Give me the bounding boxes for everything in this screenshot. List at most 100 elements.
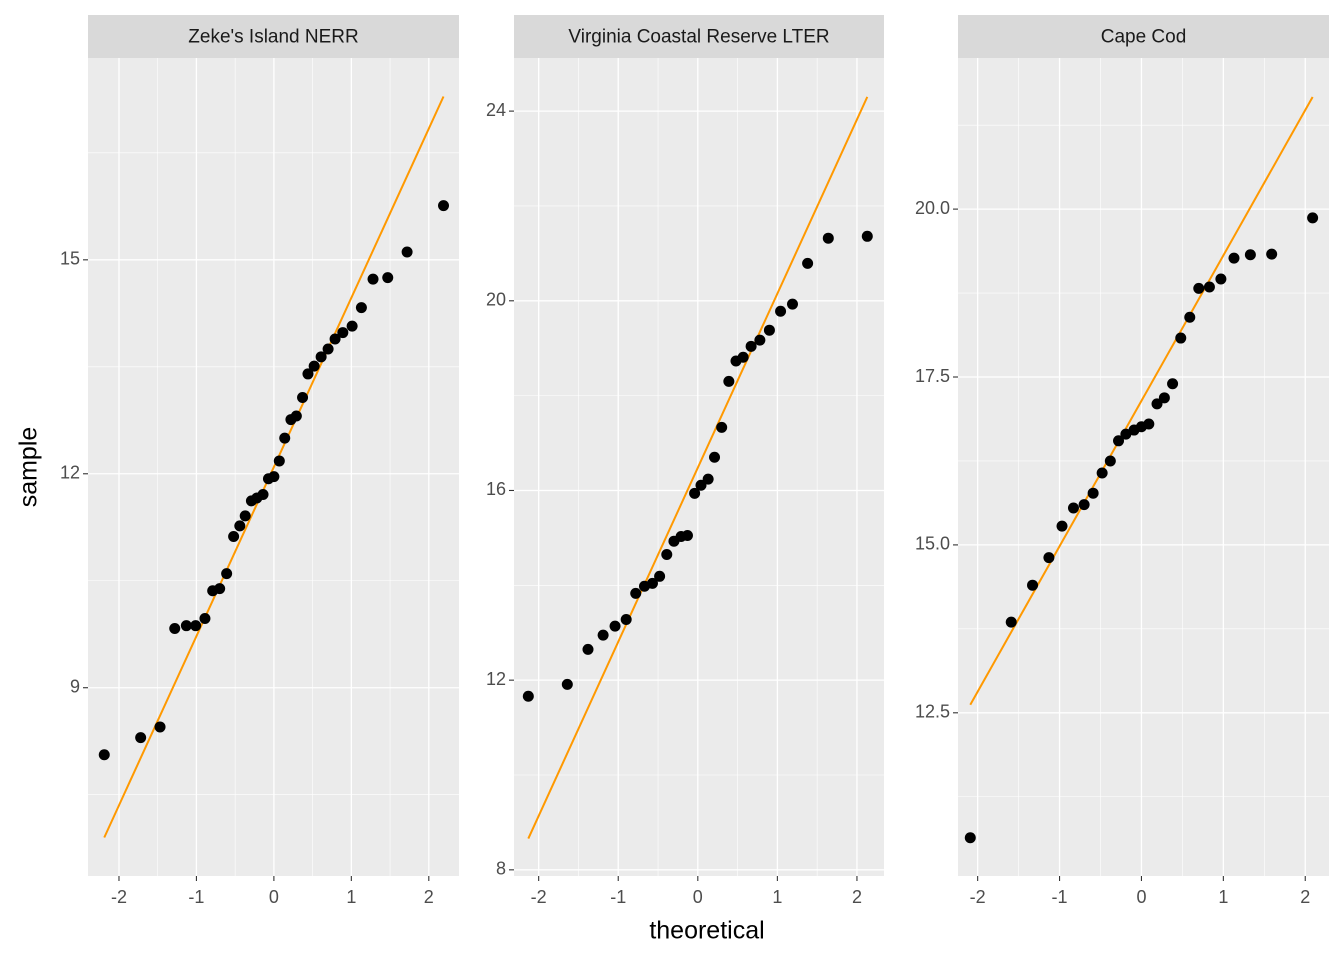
point (297, 391, 309, 403)
point (1120, 428, 1132, 440)
qq-line (969, 96, 1314, 706)
y-tick-label: 17.5 (915, 366, 950, 386)
point (646, 577, 658, 589)
y-tick-label: 15 (60, 249, 80, 269)
point (1266, 248, 1278, 260)
point (561, 678, 573, 690)
y-tick-label: 8 (496, 859, 506, 879)
point (1143, 418, 1155, 430)
strip (958, 15, 1329, 58)
point (315, 351, 327, 363)
point (367, 273, 379, 285)
point (620, 613, 632, 625)
point (234, 520, 246, 532)
point (1043, 552, 1055, 564)
panel: Cape Cod 12.5 15.0 17.5 20.0 -2 -1 0 1 2 (915, 15, 1329, 907)
point (597, 629, 609, 641)
x-axis-title: theoretical (649, 917, 764, 945)
x-tick-label: -2 (970, 887, 986, 907)
point (1175, 332, 1187, 344)
point (401, 246, 413, 258)
strip (514, 15, 884, 58)
point (802, 257, 814, 269)
y-axis-title: sample (15, 427, 43, 508)
strip-title: Zeke's Island NERR (188, 27, 358, 48)
x-tick-label: 1 (772, 887, 782, 907)
point (221, 568, 233, 580)
point (716, 421, 728, 433)
panel: Virginia Coastal Reserve LTER812162024-2… (486, 15, 884, 907)
point (1215, 273, 1227, 285)
strip-title: Virginia Coastal Reserve LTER (568, 27, 829, 48)
x-tick-label: 0 (693, 887, 703, 907)
point (964, 832, 976, 844)
point (1244, 249, 1256, 261)
point (290, 410, 302, 422)
point (1087, 487, 1099, 499)
point (199, 613, 211, 625)
point (214, 583, 226, 595)
point (1151, 398, 1163, 410)
point (355, 302, 367, 314)
point (745, 340, 757, 352)
y-tick-label: 16 (486, 479, 506, 499)
point (1113, 435, 1125, 447)
point (180, 620, 192, 632)
point (273, 455, 285, 467)
x-tick-label: -1 (610, 887, 626, 907)
point (169, 623, 181, 635)
point (1307, 212, 1319, 224)
point (661, 548, 673, 560)
point (1228, 252, 1240, 264)
point (1203, 281, 1215, 293)
point (1158, 392, 1170, 404)
x-tick-label: 0 (269, 887, 279, 907)
point (154, 721, 166, 733)
point (98, 749, 110, 761)
x-tick-label: -2 (111, 887, 127, 907)
point (822, 232, 834, 244)
x-tick-label: -1 (1052, 887, 1068, 907)
point (279, 432, 291, 444)
point (337, 327, 349, 339)
point (302, 368, 314, 380)
point (681, 530, 693, 542)
y-tick-label: 12.5 (915, 702, 950, 722)
point (786, 298, 798, 310)
panel-background (958, 58, 1329, 876)
x-tick-label: -1 (188, 887, 204, 907)
point (689, 487, 701, 499)
point (1184, 311, 1196, 323)
point (1104, 455, 1116, 467)
point (322, 343, 334, 355)
point (382, 272, 394, 284)
point (1067, 502, 1079, 514)
point (228, 531, 240, 543)
y-tick-label: 12 (60, 463, 80, 483)
x-tick-label: 1 (346, 887, 356, 907)
point (775, 305, 787, 317)
point (135, 732, 147, 744)
point (308, 360, 320, 372)
point (329, 333, 341, 345)
point (582, 643, 594, 655)
point (630, 587, 642, 599)
point (723, 375, 735, 387)
point (239, 510, 251, 522)
point (257, 488, 269, 500)
point (1078, 499, 1090, 511)
point (754, 334, 766, 346)
point (654, 570, 666, 582)
point (709, 451, 721, 463)
point (190, 620, 202, 632)
qq-line (103, 96, 445, 838)
x-tick-label: 2 (1300, 887, 1310, 907)
point (861, 230, 873, 242)
point (702, 473, 714, 485)
point (1056, 520, 1068, 532)
x-tick-label: 0 (1136, 887, 1146, 907)
qq-line (527, 96, 869, 839)
point (763, 324, 775, 336)
